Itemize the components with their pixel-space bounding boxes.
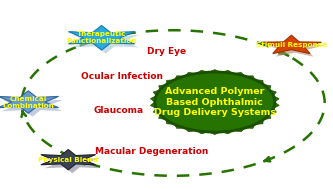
Polygon shape: [196, 131, 208, 134]
Polygon shape: [208, 132, 221, 135]
Polygon shape: [153, 108, 160, 114]
Polygon shape: [72, 29, 139, 53]
Polygon shape: [41, 149, 96, 170]
Polygon shape: [208, 70, 221, 72]
Text: Glaucoma: Glaucoma: [93, 106, 143, 115]
Polygon shape: [263, 84, 271, 90]
Polygon shape: [2, 94, 63, 117]
Polygon shape: [255, 80, 263, 84]
Polygon shape: [166, 120, 175, 124]
Polygon shape: [175, 124, 185, 128]
Polygon shape: [196, 70, 208, 74]
Polygon shape: [159, 114, 166, 120]
Polygon shape: [233, 128, 245, 132]
Polygon shape: [68, 26, 135, 50]
Polygon shape: [245, 76, 255, 80]
Text: Physical Blend: Physical Blend: [38, 157, 98, 163]
Polygon shape: [151, 102, 156, 108]
Polygon shape: [159, 84, 166, 90]
Polygon shape: [45, 153, 100, 173]
Polygon shape: [269, 108, 276, 114]
Polygon shape: [265, 38, 325, 57]
Text: Therapeutic
Functionalization: Therapeutic Functionalization: [66, 31, 137, 44]
Polygon shape: [273, 102, 279, 108]
Polygon shape: [261, 35, 321, 54]
Text: Ocular Infection: Ocular Infection: [81, 72, 163, 81]
Polygon shape: [0, 91, 59, 113]
Polygon shape: [185, 128, 196, 132]
Polygon shape: [233, 72, 245, 76]
Polygon shape: [263, 114, 271, 120]
Polygon shape: [273, 96, 279, 102]
Polygon shape: [151, 96, 156, 102]
Polygon shape: [221, 70, 233, 74]
Text: Chemical
Combination: Chemical Combination: [2, 96, 54, 108]
Polygon shape: [175, 76, 185, 80]
Ellipse shape: [155, 72, 275, 132]
Text: Macular Degeneration: Macular Degeneration: [95, 147, 208, 156]
Polygon shape: [185, 72, 196, 76]
Text: Stimuli Response: Stimuli Response: [256, 42, 327, 48]
Polygon shape: [255, 120, 263, 124]
Polygon shape: [269, 90, 276, 96]
Text: Advanced Polymer
Based Ophthalmic
Drug Delivery Systems: Advanced Polymer Based Ophthalmic Drug D…: [154, 87, 276, 117]
Polygon shape: [153, 90, 160, 96]
Text: Dry Eye: Dry Eye: [147, 46, 186, 56]
Polygon shape: [221, 131, 233, 134]
Polygon shape: [166, 80, 175, 84]
Polygon shape: [245, 124, 255, 128]
